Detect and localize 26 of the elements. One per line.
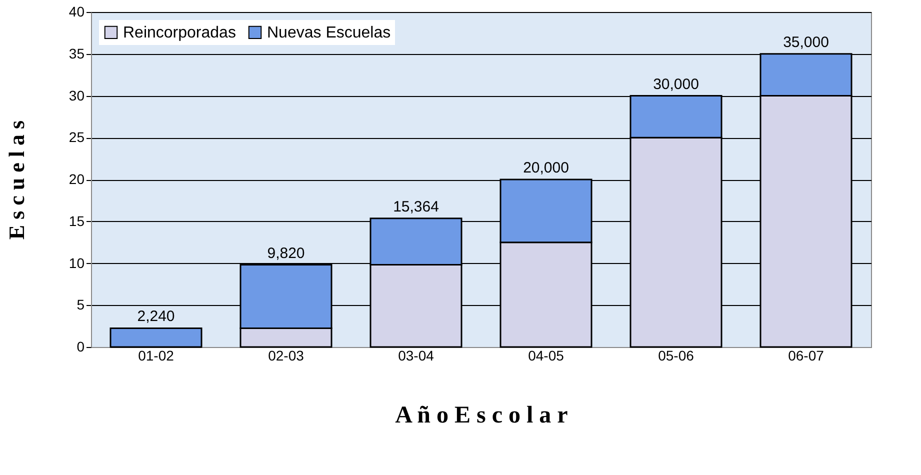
legend-label: Reincorporadas [123, 24, 236, 42]
x-axis-title: A ñ o E s c o l a r [395, 402, 568, 428]
y-tick-label: 5 [76, 296, 85, 313]
y-tick-label: 15 [68, 212, 85, 229]
y-axis-title: E s c u e l a s [4, 120, 29, 240]
bar [110, 327, 202, 348]
y-tick-label: 25 [68, 129, 85, 146]
y-tick-label: 30 [68, 87, 85, 104]
y-tick-label: 35 [68, 45, 85, 62]
x-tick-label: 02-03 [268, 348, 304, 364]
total-label: 15,364 [393, 198, 439, 216]
y-tick-label: 10 [68, 254, 85, 271]
total-label: 30,000 [653, 76, 699, 93]
y-tick-label: 20 [68, 171, 85, 187]
y-tick-label: 0 [76, 338, 85, 354]
total-label: 9,820 [267, 244, 305, 262]
total-label: 20,000 [523, 160, 569, 176]
x-tick-label: 05-06 [658, 348, 694, 364]
y-tick-label: 40 [68, 4, 85, 20]
x-tick-label: 03-04 [398, 348, 434, 364]
total-label: 2,240 [137, 308, 175, 326]
total-label: 35,000 [783, 34, 829, 51]
x-tick-label: 04-05 [528, 348, 564, 364]
legend-label: Nuevas Escuelas [267, 24, 391, 42]
x-tick-label: 06-07 [788, 348, 824, 364]
x-tick-label: 01-02 [138, 348, 174, 364]
